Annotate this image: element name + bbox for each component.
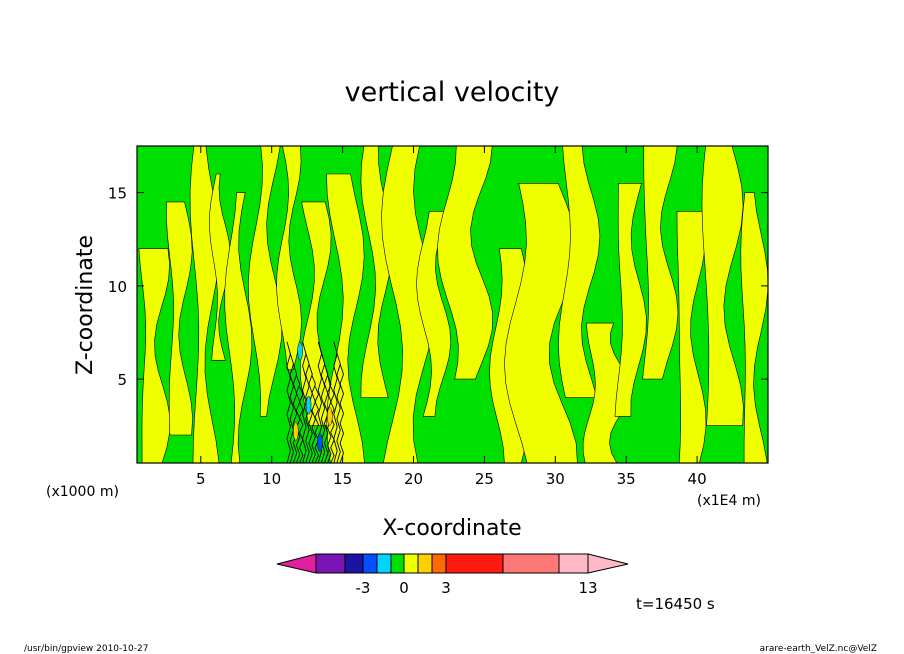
colorbar-bin-6 [403,553,419,574]
colorbar-label-3: 3 [441,579,451,597]
turbulent-contour-5 [299,386,304,464]
colorbar-bin-7 [417,553,433,574]
turbulent-contour-17 [336,352,341,464]
x-tick-label-25: 25 [475,470,494,488]
turbulent-contour-4 [295,375,301,464]
colorbar-label-13: 13 [578,579,597,597]
time-label: t=16450 s [636,595,715,613]
turbulent-contour-18 [339,364,344,464]
x-axis: 5 10 15 20 25 30 35 40 [196,146,707,488]
strong-cell-3 [317,433,323,452]
colorbar-bin-8 [431,553,447,574]
positive-region-8 [299,201,332,426]
turbulent-contour-2 [289,352,294,464]
chart-title: vertical velocity [345,77,560,108]
y-tick-label-5: 5 [117,371,127,389]
plot-area [136,145,769,464]
x-tick-label-15: 15 [333,470,352,488]
colorbar-bin-10 [502,553,560,574]
x-tick-label-5: 5 [196,470,206,488]
positive-region-1 [138,248,171,464]
colorbar-bin-9 [445,553,504,574]
turbulent-contour-3 [292,364,298,464]
colorbar-bin-2 [344,553,364,574]
turbulent-contour-1 [286,341,291,464]
colorbar-bin-3 [362,553,378,574]
strong-cell-5 [297,341,303,361]
positive-region-18 [614,183,647,417]
colorbar: -3 0 3 13 [276,553,629,597]
colorbar-label--3: -3 [356,579,371,597]
contour-lines [286,341,344,464]
contour-field [138,145,769,464]
y-tick-label-10: 10 [108,278,127,296]
y-axis-label: Z-coordinate [73,235,98,375]
positive-region-2 [166,201,193,436]
turbulent-contour-10 [314,386,319,464]
positive-region-22 [740,192,769,464]
colorbar-bin-5 [390,553,405,574]
x-tick-label-10: 10 [262,470,281,488]
colorbar-min-arrow [276,553,317,574]
x-tick-label-20: 20 [404,470,423,488]
y-tick-label-15: 15 [108,185,127,203]
footer-right: arare-earth_VelZ.nc@VelZ [760,644,877,654]
x-tick-label-30: 30 [546,470,565,488]
positive-region-5 [224,192,253,464]
x-tick-label-40: 40 [688,470,707,488]
turbulent-contour-16 [333,341,338,464]
turbulent-contour-8 [308,364,313,464]
x-units-right: (x1E4 m) [697,493,761,509]
x-units-left: (x1000 m) [46,484,119,500]
positive-region-12 [416,211,452,417]
x-tick-label-35: 35 [617,470,636,488]
positive-region-15 [504,183,578,464]
colorbar-bin-4 [376,553,392,574]
positive-region-9 [326,173,365,464]
strong-cell-4 [327,407,333,426]
colorbar-label-0: 0 [399,579,409,597]
x-axis-label: X-coordinate [382,516,521,541]
strong-cell-2 [305,395,312,415]
colorbar-bin-11 [558,553,589,574]
y-axis: 5 10 15 [108,185,768,389]
strong-cell-1 [293,422,299,441]
footer-left: /usr/bin/gpview 2010-10-27 [24,644,148,654]
plot-frame [136,145,769,464]
colorbar-max-arrow [587,553,629,574]
positive-region-4 [209,173,231,361]
turbulent-contour-15 [330,386,335,464]
positive-region-20 [676,211,707,464]
colorbar-bin-1 [315,553,346,574]
turbulent-contour-9 [311,375,316,464]
